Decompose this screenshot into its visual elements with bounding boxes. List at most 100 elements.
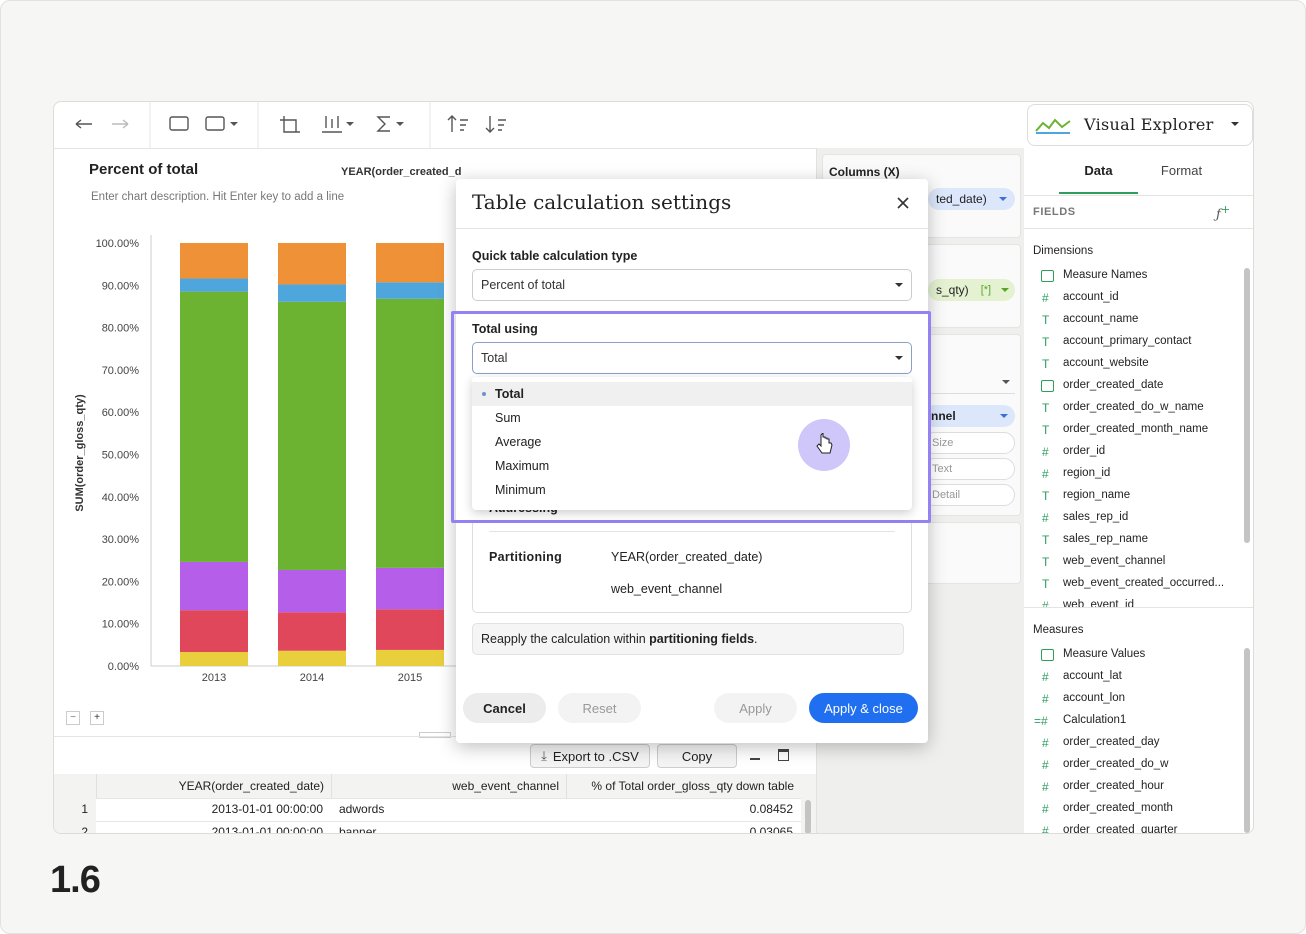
field-item[interactable]: Tweb_event_channel: [1024, 551, 1238, 573]
export-csv-button[interactable]: ⤓Export to .CSV: [530, 744, 650, 768]
field-item[interactable]: =#Calculation1: [1024, 710, 1238, 732]
cursor-highlight: [798, 419, 850, 471]
zoom-in[interactable]: +: [90, 711, 104, 725]
field-item[interactable]: #sales_rep_id: [1024, 507, 1238, 529]
fit-icon[interactable]: [322, 116, 342, 132]
bar-segment: [180, 292, 248, 562]
apply-button[interactable]: Apply: [714, 693, 797, 723]
explorer-switcher[interactable]: Visual Explorer: [1027, 104, 1253, 146]
sum-icon[interactable]: [378, 117, 390, 131]
table-cell: adwords: [339, 798, 384, 821]
table-cell: 0.03065: [566, 821, 793, 834]
maximize-icon[interactable]: [778, 749, 789, 761]
field-name: web_event_id: [1063, 599, 1134, 607]
field-item[interactable]: #account_lon: [1024, 688, 1238, 710]
field-icon: [1041, 649, 1054, 661]
rows-pill[interactable]: s_qty) [*]: [928, 279, 1015, 301]
y-tick-label: 100.00%: [96, 238, 140, 250]
field-item[interactable]: order_created_date: [1024, 375, 1238, 397]
table-cell: 2013-01-01 00:00:00: [96, 821, 323, 834]
sort-desc-icon[interactable]: [486, 116, 506, 132]
mark-box[interactable]: Detail: [923, 484, 1015, 506]
field-item[interactable]: #order_created_month: [1024, 798, 1238, 820]
resize-handle[interactable]: [419, 732, 451, 738]
duplicate-icon[interactable]: [170, 117, 188, 130]
dropdown-option[interactable]: Total: [472, 382, 912, 406]
field-item[interactable]: Torder_created_month_name: [1024, 419, 1238, 441]
tab-data[interactable]: Data: [1059, 148, 1138, 194]
cancel-button[interactable]: Cancel: [463, 693, 546, 723]
field-item[interactable]: Tregion_name: [1024, 485, 1238, 507]
field-item[interactable]: Torder_created_do_w_name: [1024, 397, 1238, 419]
field-item[interactable]: Taccount_name: [1024, 309, 1238, 331]
minimize-icon[interactable]: [750, 758, 760, 760]
mark-box[interactable]: Text: [923, 458, 1015, 480]
field-icon: #: [1042, 780, 1049, 794]
x-axis-title: YEAR(order_created_d: [341, 166, 461, 178]
tab-divider: [1024, 195, 1253, 196]
field-item[interactable]: Tsales_rep_name: [1024, 529, 1238, 551]
table-cell: banner: [339, 821, 376, 834]
field-name: order_created_quarter: [1063, 824, 1177, 833]
columns-pill-text: ted_date): [936, 192, 987, 206]
dropdown-option[interactable]: Minimum: [472, 478, 912, 502]
field-icon: #: [1042, 692, 1049, 706]
field-icon: #: [1042, 758, 1049, 772]
mark-type-select[interactable]: [923, 371, 1015, 394]
bar-segment: [278, 302, 346, 570]
dropdown-option[interactable]: Sum: [472, 406, 912, 430]
field-item[interactable]: #order_created_hour: [1024, 776, 1238, 798]
field-name: account_id: [1063, 291, 1119, 303]
swap-icon[interactable]: [280, 116, 300, 132]
note-text: Reapply the calculation within: [481, 632, 646, 646]
copy-button[interactable]: Copy: [657, 744, 737, 768]
option-label: Maximum: [495, 459, 549, 473]
mark-box[interactable]: Size: [923, 432, 1015, 454]
field-item[interactable]: #account_lat: [1024, 666, 1238, 688]
apply-close-button[interactable]: Apply & close: [809, 693, 918, 723]
clear-icon[interactable]: [206, 117, 224, 130]
reset-button[interactable]: Reset: [558, 693, 641, 723]
close-button[interactable]: [896, 196, 910, 210]
measures-scrollbar[interactable]: [1244, 648, 1250, 833]
field-item[interactable]: #order_created_do_w: [1024, 754, 1238, 776]
back-icon[interactable]: [76, 120, 92, 128]
field-name: web_event_channel: [1063, 555, 1165, 567]
field-item[interactable]: #order_id: [1024, 441, 1238, 463]
field-icon: #: [1042, 291, 1049, 305]
option-label: Sum: [495, 411, 521, 425]
table-cell: 2: [54, 821, 88, 834]
field-name: account_name: [1063, 313, 1138, 325]
color-pill[interactable]: nnel: [923, 405, 1015, 427]
dimensions-label: Dimensions: [1033, 245, 1093, 257]
field-item[interactable]: #web_event_id: [1024, 595, 1238, 607]
partition-field: YEAR(order_created_date): [611, 550, 762, 564]
forward-icon[interactable]: [112, 120, 128, 128]
table-scrollbar[interactable]: [805, 800, 811, 834]
columns-pill[interactable]: ted_date): [928, 188, 1015, 210]
field-item[interactable]: Taccount_primary_contact: [1024, 331, 1238, 353]
field-item[interactable]: Tweb_event_created_occurred...: [1024, 573, 1238, 595]
fields-label: FIELDS: [1033, 206, 1076, 218]
columns-label: Columns (X): [829, 165, 900, 179]
tab-format[interactable]: Format: [1142, 148, 1221, 194]
field-item[interactable]: #order_created_day: [1024, 732, 1238, 754]
partitioning-label: Partitioning: [489, 550, 562, 564]
zoom-out[interactable]: −: [66, 711, 80, 725]
field-item[interactable]: Taccount_website: [1024, 353, 1238, 375]
measures-label: Measures: [1033, 624, 1084, 636]
field-item[interactable]: Measure Values: [1024, 644, 1238, 666]
caret-icons: [230, 122, 404, 126]
add-calculation-icon[interactable]: ƒ+: [1216, 203, 1230, 222]
column-header: % of Total order_gloss_qty down table: [566, 774, 794, 798]
sort-asc-icon[interactable]: [448, 116, 468, 132]
type-select[interactable]: Percent of total: [472, 269, 912, 301]
field-item[interactable]: #region_id: [1024, 463, 1238, 485]
field-item[interactable]: # order_created_quarter: [1024, 820, 1238, 833]
field-item[interactable]: # account_id: [1024, 287, 1238, 309]
field-item[interactable]: Measure Names: [1024, 265, 1238, 287]
field-icon: #: [1042, 824, 1049, 833]
dimensions-scrollbar[interactable]: [1244, 268, 1250, 543]
bar-segment: [180, 562, 248, 610]
y-tick-label: 90.00%: [102, 280, 140, 292]
